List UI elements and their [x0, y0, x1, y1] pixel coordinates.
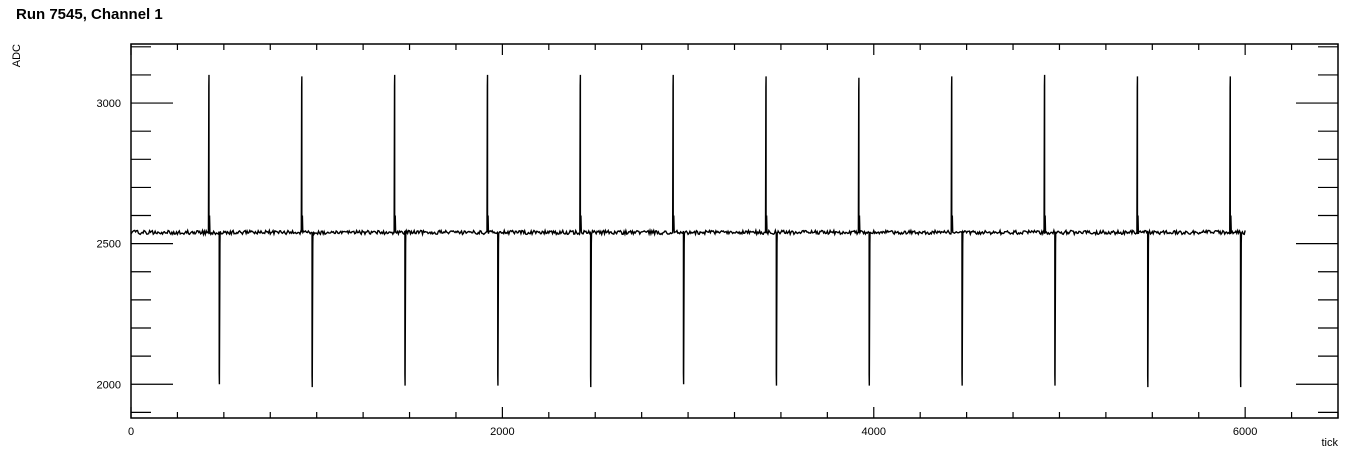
x-tick-label: 6000	[1233, 426, 1257, 438]
y-axis-label: ADC	[11, 44, 23, 67]
x-tick-label: 4000	[862, 426, 886, 438]
waveform-series-line	[130, 74, 1246, 388]
y-tick-label: 2000	[97, 379, 121, 391]
x-tick-label: 0	[128, 426, 134, 438]
chart-title: Run 7545, Channel 1	[16, 6, 163, 23]
y-tick-label: 2500	[97, 239, 121, 251]
x-tick-label: 2000	[490, 426, 514, 438]
y-tick-label: 3000	[97, 98, 121, 110]
x-axis-label: tick	[1322, 437, 1339, 449]
